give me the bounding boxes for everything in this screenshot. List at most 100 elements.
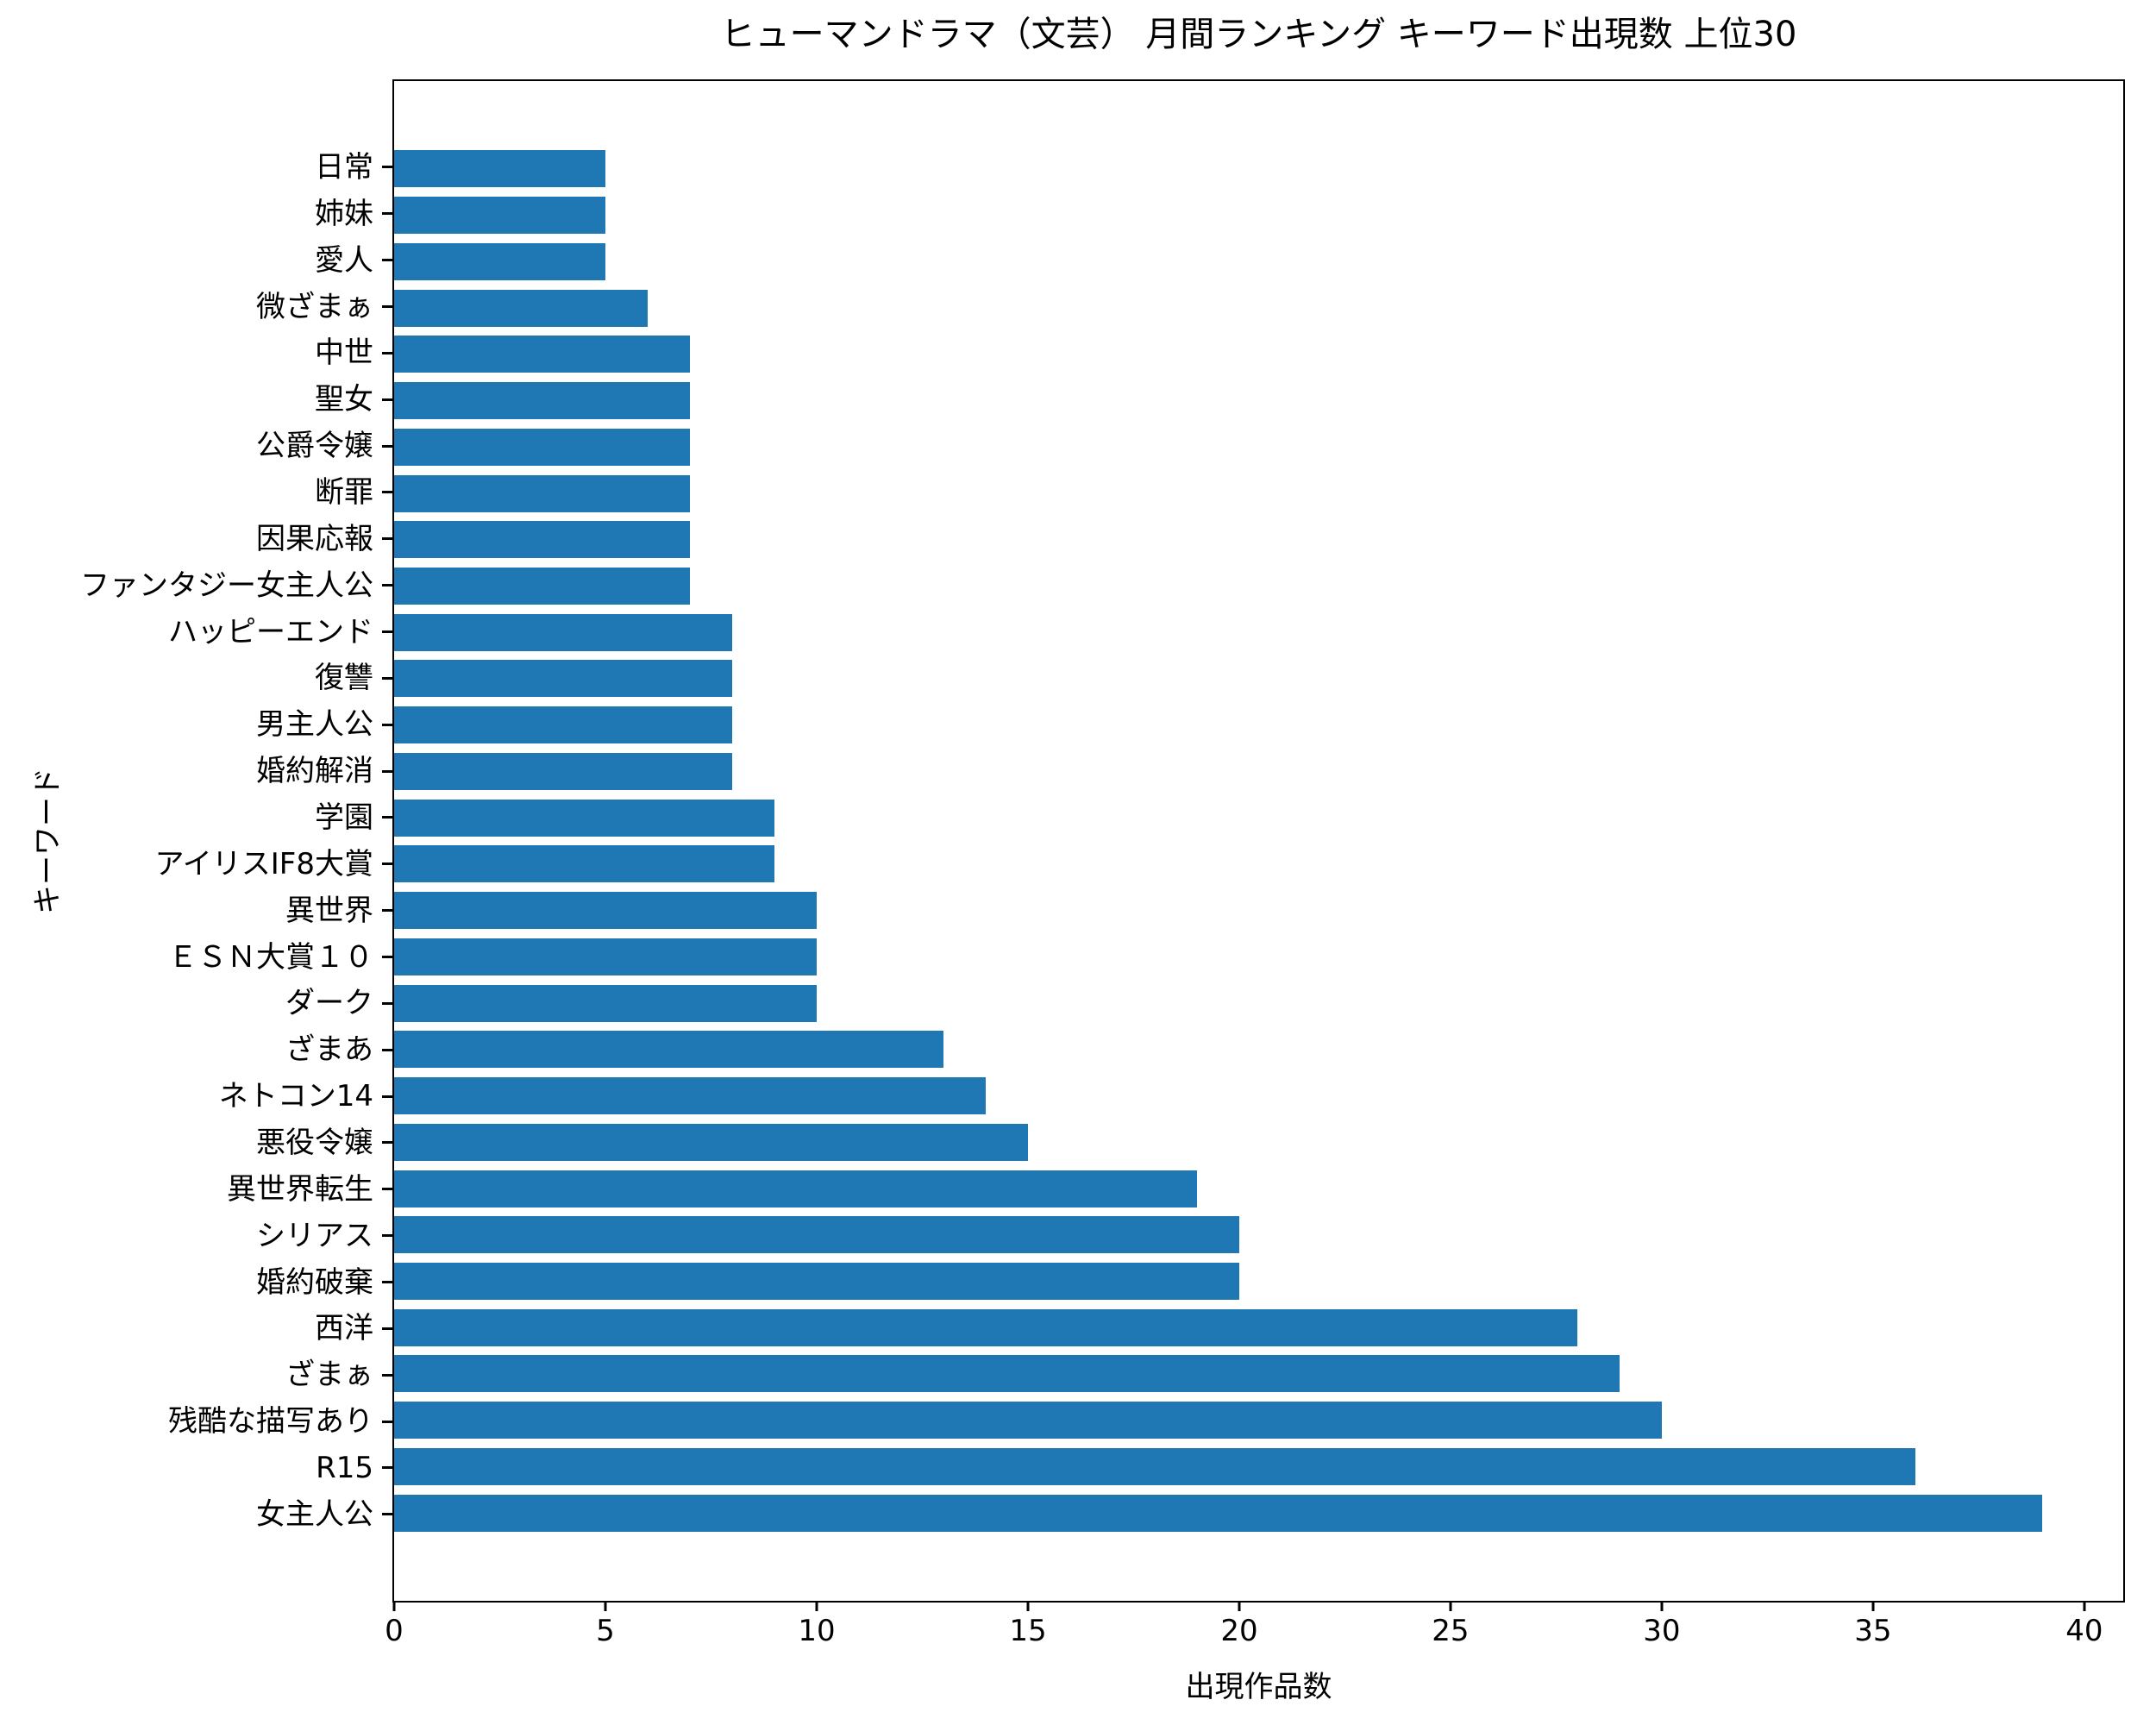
bars-rows (394, 146, 2123, 1536)
y-tick-row: 断罪 (0, 469, 392, 516)
y-tick-mark (382, 909, 392, 913)
y-tick-mark (382, 676, 392, 680)
y-tick-label: 愛人 (315, 242, 373, 278)
bar-row (394, 563, 2123, 610)
y-tick-label: 婚約解消 (256, 754, 373, 789)
x-tick-label: 0 (385, 1614, 404, 1648)
y-tick-label: 男主人公 (256, 707, 373, 743)
bar (394, 1123, 1028, 1161)
bar-row (394, 331, 2123, 378)
y-tick-mark (382, 1234, 392, 1238)
bar (394, 1402, 1662, 1440)
x-tick-mark (1026, 1601, 1030, 1611)
y-tick-mark (382, 351, 392, 354)
bar-row (394, 1397, 2123, 1444)
y-tick-mark (382, 1513, 392, 1516)
y-tick-mark (382, 584, 392, 587)
x-tick-mark (604, 1601, 607, 1611)
bar (394, 474, 690, 512)
y-tick-mark (382, 166, 392, 169)
y-tick-label: 婚約破棄 (256, 1264, 373, 1300)
y-tick-row: 愛人 (0, 237, 392, 284)
x-tick-label: 25 (1432, 1614, 1470, 1648)
y-tick-labels: 日常 姉妹 愛人 微ざまぁ 中世 聖女 公爵令嬢 断罪 因果応報 ファンタジー女主人公 ハッピーエン… (0, 144, 392, 1538)
x-tick-mark (2083, 1601, 2086, 1611)
y-tick-row: 中世 (0, 329, 392, 376)
y-tick-row: 学園 (0, 794, 392, 841)
bar (394, 938, 817, 975)
bar (394, 660, 732, 698)
bar-row (394, 980, 2123, 1026)
bar-row (394, 1444, 2123, 1490)
y-tick-mark (382, 1001, 392, 1005)
y-tick-label: ざまあ (285, 1032, 373, 1068)
bar-row (394, 609, 2123, 656)
bar (394, 752, 732, 790)
y-axis-label: キーワード (30, 768, 66, 914)
y-tick-row: 男主人公 (0, 701, 392, 748)
y-tick-mark (382, 630, 392, 634)
bar (394, 1447, 1915, 1485)
y-tick-row: 婚約破棄 (0, 1259, 392, 1306)
bar-row (394, 1026, 2123, 1073)
y-tick-label: 姉妹 (315, 196, 373, 231)
bar-row (394, 1212, 2123, 1258)
y-tick-row: 女主人公 (0, 1491, 392, 1538)
x-tick-label: 10 (798, 1614, 836, 1648)
x-tick-mark (815, 1601, 818, 1611)
bar (394, 613, 732, 651)
bar (394, 382, 690, 420)
y-tick-label: ハッピーエンド (168, 614, 373, 649)
bar (394, 1170, 1197, 1208)
y-tick-row: ダーク (0, 980, 392, 1026)
x-tick-label: 15 (1009, 1614, 1047, 1648)
y-tick-label: ダーク (285, 986, 373, 1021)
y-tick-label: 悪役令嬢 (256, 1125, 373, 1160)
x-tick-mark (1238, 1601, 1241, 1611)
bar (394, 1077, 986, 1115)
y-tick-label: 異世界 (285, 893, 373, 928)
y-tick-label: 公爵令嬢 (256, 429, 373, 464)
y-tick-mark (382, 723, 392, 726)
bar (394, 1494, 2042, 1532)
y-tick-row: 悪役令嬢 (0, 1120, 392, 1166)
bar (394, 1262, 1239, 1300)
y-tick-mark (382, 305, 392, 308)
x-tick-label: 30 (1643, 1614, 1681, 1648)
bar (394, 289, 648, 327)
y-tick-label: 断罪 (315, 474, 373, 510)
bar-row (394, 192, 2123, 239)
bar-row (394, 1304, 2123, 1351)
y-tick-mark (382, 537, 392, 541)
y-tick-row: 公爵令嬢 (0, 423, 392, 469)
bar (394, 799, 774, 837)
bar (394, 984, 817, 1022)
y-tick-row: 残酷な描写あり (0, 1398, 392, 1445)
bar (394, 1216, 1239, 1254)
x-tick-label: 20 (1220, 1614, 1258, 1648)
y-tick-mark (382, 491, 392, 494)
bar-row (394, 470, 2123, 517)
bar (394, 1031, 943, 1069)
y-tick-label: アイリスIF8大賞 (154, 846, 373, 881)
y-tick-label: ネトコン14 (218, 1079, 373, 1114)
y-tick-row: ネトコン14 (0, 1073, 392, 1120)
bar-row (394, 517, 2123, 563)
y-tick-label: ざまぁ (285, 1358, 373, 1393)
y-tick-mark (382, 398, 392, 401)
bar-row (394, 423, 2123, 470)
y-tick-mark (382, 1188, 392, 1191)
y-tick-mark (382, 1420, 392, 1423)
y-tick-mark (382, 259, 392, 262)
y-tick-mark (382, 212, 392, 216)
y-tick-row: 復讐 (0, 655, 392, 701)
bar (394, 706, 732, 744)
y-tick-row: R15 (0, 1445, 392, 1491)
x-axis-label: 出現作品数 (1185, 1670, 1332, 1704)
bar-row (394, 1165, 2123, 1212)
y-tick-row: 姉妹 (0, 191, 392, 237)
bar-row (394, 1490, 2123, 1536)
bar (394, 567, 690, 605)
y-tick-mark (382, 444, 392, 448)
